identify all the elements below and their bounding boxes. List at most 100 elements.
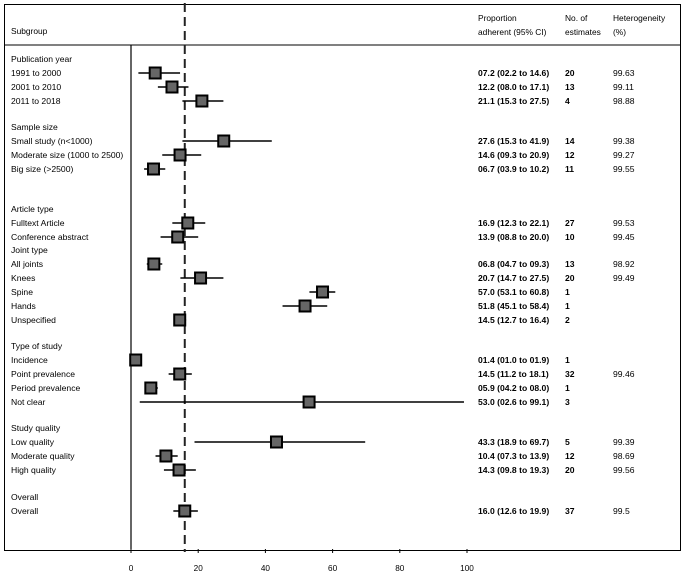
point-estimate-marker xyxy=(316,285,330,299)
group-title: Overall xyxy=(11,492,38,502)
row-label: Not clear xyxy=(11,397,46,407)
row-estimates-count: 3 xyxy=(565,397,570,407)
row-label: All joints xyxy=(11,259,43,269)
row-estimates-count: 1 xyxy=(565,383,570,393)
point-estimate-marker xyxy=(172,463,186,477)
row-label: Unspecified xyxy=(11,315,56,325)
x-tick-label: 40 xyxy=(261,564,271,573)
row-heterogeneity: 99.56 xyxy=(613,465,635,475)
group-title: Publication year xyxy=(11,54,72,64)
row-heterogeneity: 99.46 xyxy=(613,369,635,379)
point-estimate-marker xyxy=(165,80,179,94)
group-title: Sample size xyxy=(11,122,58,132)
row-ci-text: 06.8 (04.7 to 09.3) xyxy=(478,259,549,269)
row-label: 1991 to 2000 xyxy=(11,68,61,78)
row-heterogeneity: 99.45 xyxy=(613,232,635,242)
row-estimates-count: 20 xyxy=(565,465,575,475)
x-axis-ticks: 0 20 40 60 80 100 xyxy=(129,549,474,573)
row-ci-text: 07.2 (02.2 to 14.6) xyxy=(478,68,549,78)
point-estimate-marker xyxy=(178,504,192,518)
row-ci-text: 14.5 (11.2 to 18.1) xyxy=(478,369,549,379)
row-estimates-count: 13 xyxy=(565,82,575,92)
row-label: Overall xyxy=(11,506,38,516)
row-ci-text: 43.3 (18.9 to 69.7) xyxy=(478,437,549,447)
row-estimates-count: 14 xyxy=(565,136,575,146)
row-ci-text: 05.9 (04.2 to 08.0) xyxy=(478,383,549,393)
header-subgroup: Subgroup xyxy=(11,26,48,36)
group-title: Joint type xyxy=(11,245,48,255)
row-ci-text: 10.4 (07.3 to 13.9) xyxy=(478,451,549,461)
point-estimate-marker xyxy=(171,230,185,244)
point-estimate-marker xyxy=(144,381,158,395)
row-label: Period prevalence xyxy=(11,383,80,393)
row-heterogeneity: 99.5 xyxy=(613,506,630,516)
row-heterogeneity: 98.92 xyxy=(613,259,635,269)
row-heterogeneity: 99.27 xyxy=(613,150,635,160)
row-ci-text: 14.6 (09.3 to 20.9) xyxy=(478,150,549,160)
x-tick-label: 60 xyxy=(328,564,338,573)
row-label: Hands xyxy=(11,301,36,311)
row-ci-text: 01.4 (01.0 to 01.9) xyxy=(478,355,549,365)
row-ci-text: 12.2 (08.0 to 17.1) xyxy=(478,82,549,92)
point-estimate-marker xyxy=(181,216,195,230)
row-estimates-count: 2 xyxy=(565,315,570,325)
row-ci-text: 13.9 (08.8 to 20.0) xyxy=(478,232,549,242)
row-estimates-count: 10 xyxy=(565,232,575,242)
row-label: 2011 to 2018 xyxy=(11,96,61,106)
header-heterogeneity-line1: Heterogeneity xyxy=(613,13,666,23)
header-heterogeneity-line2: (%) xyxy=(613,27,626,37)
row-estimates-count: 27 xyxy=(565,218,575,228)
row-label: Spine xyxy=(11,287,33,297)
row-label: Big size (>2500) xyxy=(11,164,73,174)
row-ci-text: 16.0 (12.6 to 19.9) xyxy=(478,506,549,516)
row-ci-text: 20.7 (14.7 to 27.5) xyxy=(478,273,549,283)
point-estimate-marker xyxy=(269,435,283,449)
row-estimates-count: 4 xyxy=(565,96,570,106)
point-estimate-marker xyxy=(129,353,143,367)
row-ci-text: 57.0 (53.1 to 60.8) xyxy=(478,287,549,297)
row-ci-text: 16.9 (12.3 to 22.1) xyxy=(478,218,549,228)
row-ci-text: 14.3 (09.8 to 19.3) xyxy=(478,465,549,475)
point-estimate-marker xyxy=(147,162,161,176)
row-estimates-count: 11 xyxy=(565,164,574,174)
row-heterogeneity: 99.53 xyxy=(613,218,635,228)
row-heterogeneity: 99.38 xyxy=(613,136,635,146)
row-estimates-count: 1 xyxy=(565,287,570,297)
point-estimate-marker xyxy=(147,257,161,271)
row-heterogeneity: 99.49 xyxy=(613,273,635,283)
row-ci-text: 51.8 (45.1 to 58.4) xyxy=(478,301,549,311)
point-estimate-marker xyxy=(217,134,231,148)
row-heterogeneity: 99.11 xyxy=(613,82,634,92)
row-label: Knees xyxy=(11,273,35,283)
row-heterogeneity: 98.69 xyxy=(613,451,635,461)
row-label: Point prevalence xyxy=(11,369,75,379)
row-ci-text: 21.1 (15.3 to 27.5) xyxy=(478,96,549,106)
row-estimates-count: 1 xyxy=(565,355,570,365)
row-label: 2001 to 2010 xyxy=(11,82,61,92)
row-label: High quality xyxy=(11,465,57,475)
row-estimates-count: 12 xyxy=(565,150,575,160)
point-estimate-marker xyxy=(159,449,173,463)
row-estimates-count: 32 xyxy=(565,369,575,379)
header-estimates-line2: estimates xyxy=(565,27,601,37)
point-estimate-marker xyxy=(173,148,187,162)
row-heterogeneity: 99.63 xyxy=(613,68,635,78)
group-title: Type of study xyxy=(11,341,63,351)
x-tick-label: 80 xyxy=(395,564,405,573)
x-tick-label: 0 xyxy=(129,564,134,573)
group-title: Study quality xyxy=(11,423,61,433)
point-estimate-marker xyxy=(298,299,312,313)
row-label: Incidence xyxy=(11,355,48,365)
x-tick-label: 20 xyxy=(194,564,204,573)
point-estimate-marker xyxy=(173,367,187,381)
row-estimates-count: 20 xyxy=(565,68,575,78)
row-label: Conference abstract xyxy=(11,232,89,242)
group-title: Article type xyxy=(11,204,54,214)
row-heterogeneity: 99.39 xyxy=(613,437,635,447)
forest-rows: Publication year 1991 to 2000 07.2 (02.2 t… xyxy=(11,54,635,518)
point-estimate-marker xyxy=(195,94,209,108)
point-estimate-marker xyxy=(302,395,316,409)
row-estimates-count: 5 xyxy=(565,437,570,447)
row-estimates-count: 12 xyxy=(565,451,575,461)
